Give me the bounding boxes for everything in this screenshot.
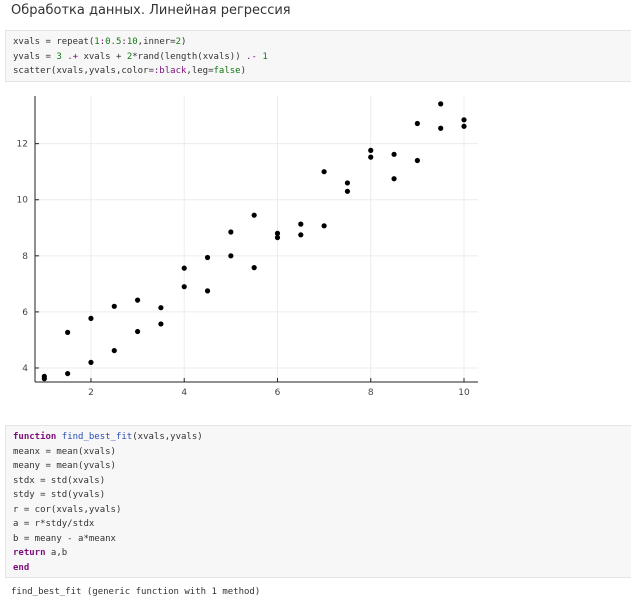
data-point	[391, 151, 397, 157]
y-tick-label: 10	[17, 196, 29, 206]
data-point	[274, 230, 281, 236]
code-line: xvals = repeat(1:0.5:10,inner=2)	[13, 37, 187, 47]
code-line: stdx = std(xvals)	[13, 475, 106, 486]
x-tick-label: 6	[275, 388, 281, 398]
code-line: function find_best_fit(xvals,yvals)	[13, 432, 203, 442]
data-point	[391, 176, 397, 182]
code-line: return a,b	[13, 548, 68, 558]
code-line: meanx = mean(xvals)	[13, 446, 116, 457]
data-point	[88, 359, 94, 365]
y-tick-label: 6	[22, 308, 28, 318]
data-point	[251, 212, 257, 218]
data-point	[65, 370, 71, 377]
page-title: Обработка данных. Линейная регрессия	[11, 3, 291, 18]
data-point	[88, 315, 94, 321]
data-point	[65, 329, 71, 335]
y-tick-label: 8	[22, 252, 28, 262]
data-point	[251, 265, 257, 271]
data-point	[274, 234, 281, 241]
cell-output: find_best_fit (generic function with 1 m…	[11, 587, 261, 597]
data-point	[368, 147, 374, 153]
data-point	[344, 188, 351, 194]
data-point	[134, 297, 141, 303]
x-tick-label: 8	[368, 388, 374, 398]
y-tick-label: 4	[22, 364, 28, 374]
y-tick-label: 12	[17, 140, 28, 150]
data-point	[438, 101, 444, 107]
code-line: yvals = 3 .+ xvals + 2*rand(length(xvals…	[13, 51, 268, 62]
x-tick-label: 2	[88, 388, 94, 398]
x-tick-label: 10	[458, 388, 470, 398]
code-line: meany = mean(yvals)	[13, 461, 116, 471]
code-line: scatter(xvals,yvals,color=:black,leg=fal…	[13, 66, 247, 76]
data-point	[228, 229, 234, 235]
code-cell-scatter[interactable]: xvals = repeat(1:0.5:10,inner=2) yvals = …	[5, 30, 631, 82]
code-cell-function[interactable]: function find_best_fit(xvals,yvals)meanx…	[5, 425, 631, 578]
data-point	[204, 288, 211, 294]
code-line: a = r*stdy/stdx	[13, 519, 95, 529]
data-point	[321, 169, 327, 175]
data-point	[181, 265, 187, 271]
data-point	[321, 223, 327, 229]
x-tick-label: 4	[181, 388, 187, 398]
data-point	[438, 125, 444, 131]
data-point	[134, 328, 141, 335]
code-line: end	[13, 562, 30, 573]
code-line: b = meany - a*meanx	[13, 533, 116, 544]
data-point	[111, 347, 117, 354]
data-point	[181, 284, 187, 290]
code-line: r = cor(xvals,yvals)	[13, 504, 122, 515]
data-point	[368, 154, 374, 160]
data-point	[414, 120, 420, 127]
scatter-plot: 2 4 6 8 10 4 6 8 10 12	[17, 96, 478, 398]
data-point	[111, 303, 117, 309]
data-point	[228, 253, 234, 259]
data-point	[298, 221, 304, 227]
code-editor[interactable]: xvals = repeat(1:0.5:10,inner=2) yvals = …	[6, 31, 631, 79]
data-point	[344, 180, 351, 186]
data-point	[158, 321, 164, 327]
data-point	[158, 305, 164, 311]
code-editor[interactable]: function find_best_fit(xvals,yvals)meanx…	[6, 426, 631, 575]
data-point	[414, 157, 420, 164]
data-point	[461, 117, 467, 123]
data-point	[461, 123, 467, 129]
data-point	[41, 376, 47, 382]
code-line: stdy = std(yvals)	[13, 490, 106, 500]
data-point	[204, 254, 211, 261]
data-point	[298, 232, 304, 238]
